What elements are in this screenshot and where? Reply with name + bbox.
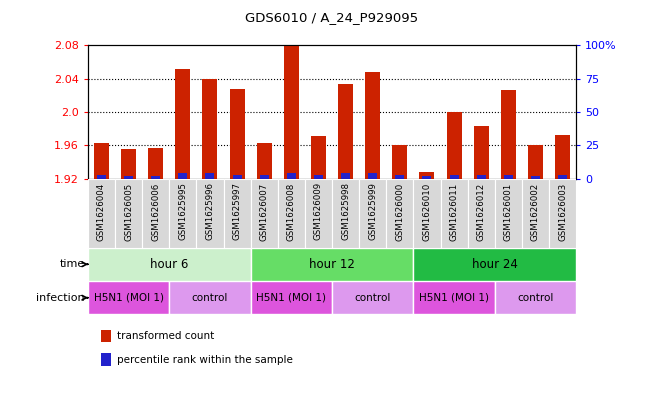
Bar <box>88 248 251 281</box>
Text: GSM1626004: GSM1626004 <box>97 182 106 241</box>
Bar <box>223 179 251 248</box>
Text: H5N1 (MOI 1): H5N1 (MOI 1) <box>94 293 163 303</box>
Text: GSM1626007: GSM1626007 <box>260 182 269 241</box>
Bar <box>260 175 269 179</box>
Bar <box>395 175 404 179</box>
Bar <box>386 179 413 248</box>
Bar <box>175 70 190 179</box>
Bar <box>178 173 187 179</box>
Text: GSM1625996: GSM1625996 <box>206 182 214 240</box>
Bar <box>441 179 467 248</box>
Bar <box>251 281 332 314</box>
Bar <box>151 176 160 179</box>
Bar <box>447 112 462 179</box>
Text: time: time <box>59 259 85 269</box>
Bar <box>88 179 115 248</box>
Text: percentile rank within the sample: percentile rank within the sample <box>117 354 292 365</box>
Bar <box>555 135 570 179</box>
Bar <box>148 148 163 179</box>
Bar <box>341 173 350 179</box>
Bar <box>419 172 434 179</box>
Bar <box>413 281 495 314</box>
Bar <box>121 149 136 179</box>
Text: hour 6: hour 6 <box>150 258 188 271</box>
Bar <box>413 179 441 248</box>
Text: GSM1625998: GSM1625998 <box>341 182 350 240</box>
Bar <box>450 175 458 179</box>
Bar <box>88 281 169 314</box>
Text: GSM1626011: GSM1626011 <box>450 182 458 241</box>
Bar <box>97 175 106 179</box>
Bar <box>528 145 543 179</box>
Text: GSM1626008: GSM1626008 <box>287 182 296 241</box>
Bar <box>338 84 353 179</box>
Text: H5N1 (MOI 1): H5N1 (MOI 1) <box>419 293 489 303</box>
Text: GSM1626005: GSM1626005 <box>124 182 133 241</box>
Bar <box>522 179 549 248</box>
Text: GSM1625995: GSM1625995 <box>178 182 187 240</box>
Bar <box>169 281 251 314</box>
Bar <box>422 176 432 179</box>
Bar <box>504 175 513 179</box>
Bar <box>477 175 486 179</box>
Text: control: control <box>192 293 228 303</box>
Bar <box>549 179 576 248</box>
Bar <box>202 79 217 179</box>
Bar <box>311 136 326 179</box>
Bar <box>256 143 271 179</box>
Text: GSM1626010: GSM1626010 <box>422 182 432 241</box>
Text: GSM1626006: GSM1626006 <box>151 182 160 241</box>
Text: GSM1626000: GSM1626000 <box>395 182 404 241</box>
Bar <box>467 179 495 248</box>
Text: GSM1625997: GSM1625997 <box>232 182 242 240</box>
Text: transformed count: transformed count <box>117 331 214 341</box>
Bar <box>142 179 169 248</box>
Bar <box>413 248 576 281</box>
Bar <box>332 281 413 314</box>
Bar <box>94 143 109 179</box>
Text: GSM1626001: GSM1626001 <box>504 182 513 241</box>
Bar <box>359 179 386 248</box>
Bar <box>393 145 408 179</box>
Text: control: control <box>518 293 553 303</box>
Bar <box>115 179 142 248</box>
Bar <box>365 72 380 179</box>
Bar <box>474 126 489 179</box>
Bar <box>495 281 576 314</box>
Text: GSM1626009: GSM1626009 <box>314 182 323 241</box>
Bar <box>531 176 540 179</box>
Bar <box>332 179 359 248</box>
Text: hour 24: hour 24 <box>472 258 518 271</box>
Text: infection: infection <box>36 293 85 303</box>
Text: GSM1626003: GSM1626003 <box>558 182 567 241</box>
Text: GSM1626002: GSM1626002 <box>531 182 540 241</box>
Bar <box>501 90 516 179</box>
Bar <box>305 179 332 248</box>
Text: H5N1 (MOI 1): H5N1 (MOI 1) <box>256 293 326 303</box>
Text: GDS6010 / A_24_P929095: GDS6010 / A_24_P929095 <box>245 11 419 24</box>
Bar <box>558 175 567 179</box>
Bar <box>251 179 278 248</box>
Bar <box>368 173 377 179</box>
Bar <box>169 179 197 248</box>
Bar <box>314 175 323 179</box>
Bar <box>206 173 214 179</box>
Bar <box>287 173 296 179</box>
Bar <box>230 89 245 179</box>
Text: control: control <box>355 293 391 303</box>
Text: GSM1625999: GSM1625999 <box>368 182 377 240</box>
Text: GSM1626012: GSM1626012 <box>477 182 486 241</box>
Bar <box>495 179 522 248</box>
Bar <box>197 179 223 248</box>
Bar <box>284 46 299 179</box>
Bar <box>278 179 305 248</box>
Bar <box>232 175 242 179</box>
Text: hour 12: hour 12 <box>309 258 355 271</box>
Bar <box>124 176 133 179</box>
Bar <box>251 248 413 281</box>
